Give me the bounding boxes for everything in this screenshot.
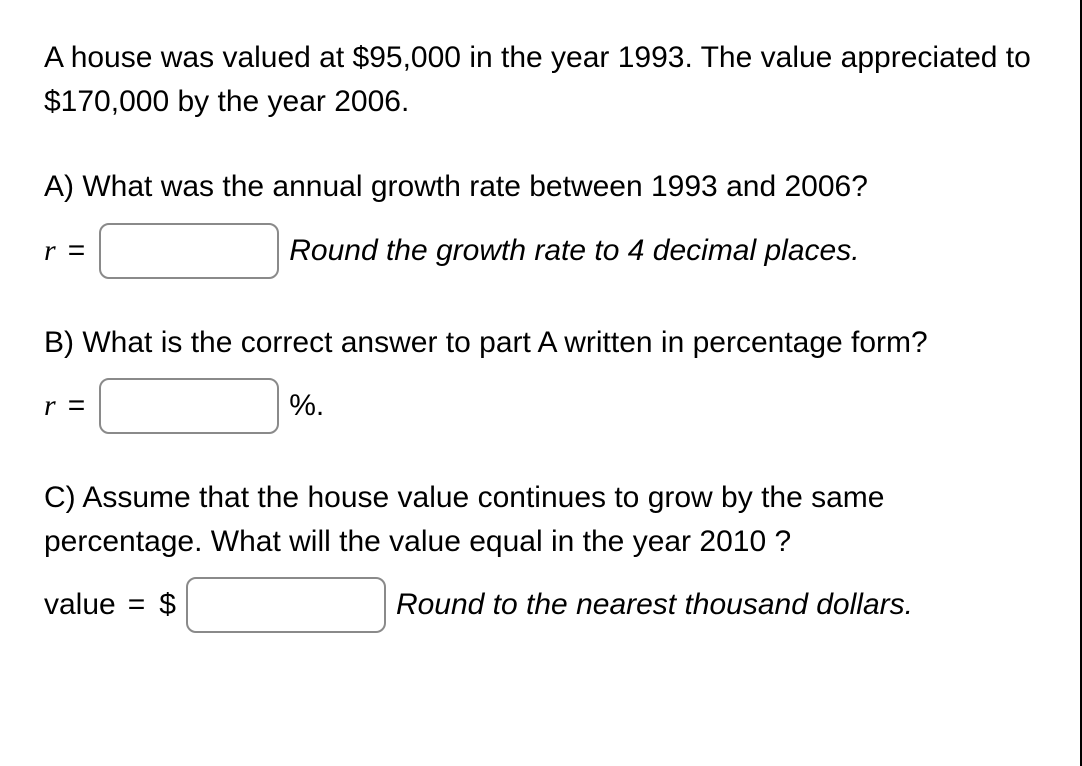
part-a-equals: = [68, 234, 86, 268]
part-c-answer-row: value = $ Round to the nearest thousand … [44, 577, 1036, 633]
part-b-input[interactable] [99, 378, 279, 434]
part-a-question: A) What was the annual growth rate betwe… [44, 165, 1036, 209]
question-container: A house was valued at $95,000 in the yea… [0, 0, 1080, 711]
part-a-answer-row: r = Round the growth rate to 4 decimal p… [44, 223, 1036, 279]
part-c-input[interactable] [186, 577, 386, 633]
part-c-prefix: $ [159, 588, 176, 622]
part-c-equals: = [128, 588, 146, 622]
part-c-label: value [44, 588, 116, 622]
part-c: C) Assume that the house value continues… [44, 476, 1036, 633]
part-a: A) What was the annual growth rate betwe… [44, 165, 1036, 279]
part-a-hint: Round the growth rate to 4 decimal place… [289, 234, 859, 268]
part-a-variable: r [44, 234, 56, 268]
part-b-equals: = [68, 389, 86, 423]
part-b-question: B) What is the correct answer to part A … [44, 321, 1036, 365]
part-b: B) What is the correct answer to part A … [44, 321, 1036, 435]
part-b-variable: r [44, 389, 56, 423]
part-c-hint: Round to the nearest thousand dollars. [396, 588, 913, 622]
part-c-question: C) Assume that the house value continues… [44, 476, 1036, 563]
part-a-input[interactable] [99, 223, 279, 279]
intro-text: A house was valued at $95,000 in the yea… [44, 36, 1036, 123]
part-b-unit: %. [289, 389, 324, 423]
part-b-answer-row: r = %. [44, 378, 1036, 434]
